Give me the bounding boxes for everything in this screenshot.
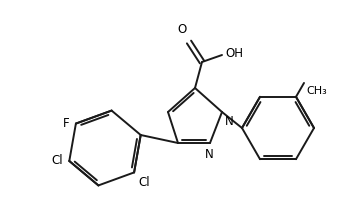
Text: N: N [225,115,234,128]
Text: F: F [63,117,70,130]
Text: Cl: Cl [52,155,63,168]
Text: OH: OH [225,46,243,59]
Text: N: N [205,148,214,161]
Text: O: O [178,23,187,36]
Text: Cl: Cl [138,176,150,189]
Text: CH₃: CH₃ [306,86,327,96]
